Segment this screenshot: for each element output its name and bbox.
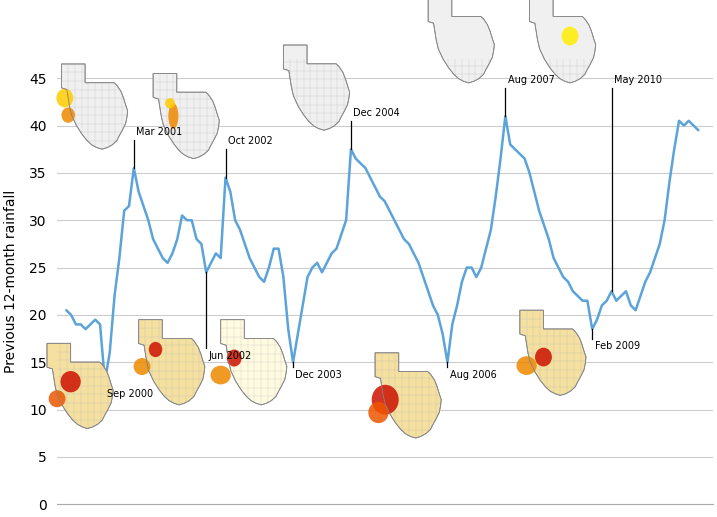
Ellipse shape <box>371 385 399 415</box>
PathPatch shape <box>138 320 205 405</box>
Text: Jun 2002: Jun 2002 <box>209 351 252 361</box>
Ellipse shape <box>369 402 389 423</box>
Text: Feb 2009: Feb 2009 <box>594 341 640 352</box>
PathPatch shape <box>283 45 350 130</box>
Text: Dec 2004: Dec 2004 <box>353 108 400 118</box>
Text: Oct 2002: Oct 2002 <box>228 136 272 146</box>
Ellipse shape <box>535 348 552 367</box>
Y-axis label: Previous 12-month rainfall: Previous 12-month rainfall <box>4 190 18 373</box>
PathPatch shape <box>375 353 441 438</box>
Ellipse shape <box>62 108 75 123</box>
PathPatch shape <box>47 343 113 429</box>
Ellipse shape <box>133 358 151 375</box>
PathPatch shape <box>428 0 494 83</box>
PathPatch shape <box>62 64 128 149</box>
Ellipse shape <box>561 27 579 45</box>
Ellipse shape <box>60 371 81 392</box>
PathPatch shape <box>529 0 596 83</box>
Ellipse shape <box>149 342 162 357</box>
Text: Dec 2003: Dec 2003 <box>295 370 342 380</box>
Ellipse shape <box>165 98 175 109</box>
Ellipse shape <box>211 366 231 385</box>
Text: Aug 2007: Aug 2007 <box>508 75 555 85</box>
Ellipse shape <box>57 89 73 108</box>
Text: Mar 2001: Mar 2001 <box>136 127 183 137</box>
PathPatch shape <box>153 73 219 159</box>
Text: May 2010: May 2010 <box>614 75 662 85</box>
PathPatch shape <box>221 320 287 405</box>
Text: Aug 2006: Aug 2006 <box>450 370 497 380</box>
Text: Sep 2000: Sep 2000 <box>108 389 153 399</box>
Ellipse shape <box>49 390 65 407</box>
Ellipse shape <box>227 349 242 367</box>
Ellipse shape <box>516 356 537 375</box>
Ellipse shape <box>168 103 179 129</box>
PathPatch shape <box>520 310 586 396</box>
